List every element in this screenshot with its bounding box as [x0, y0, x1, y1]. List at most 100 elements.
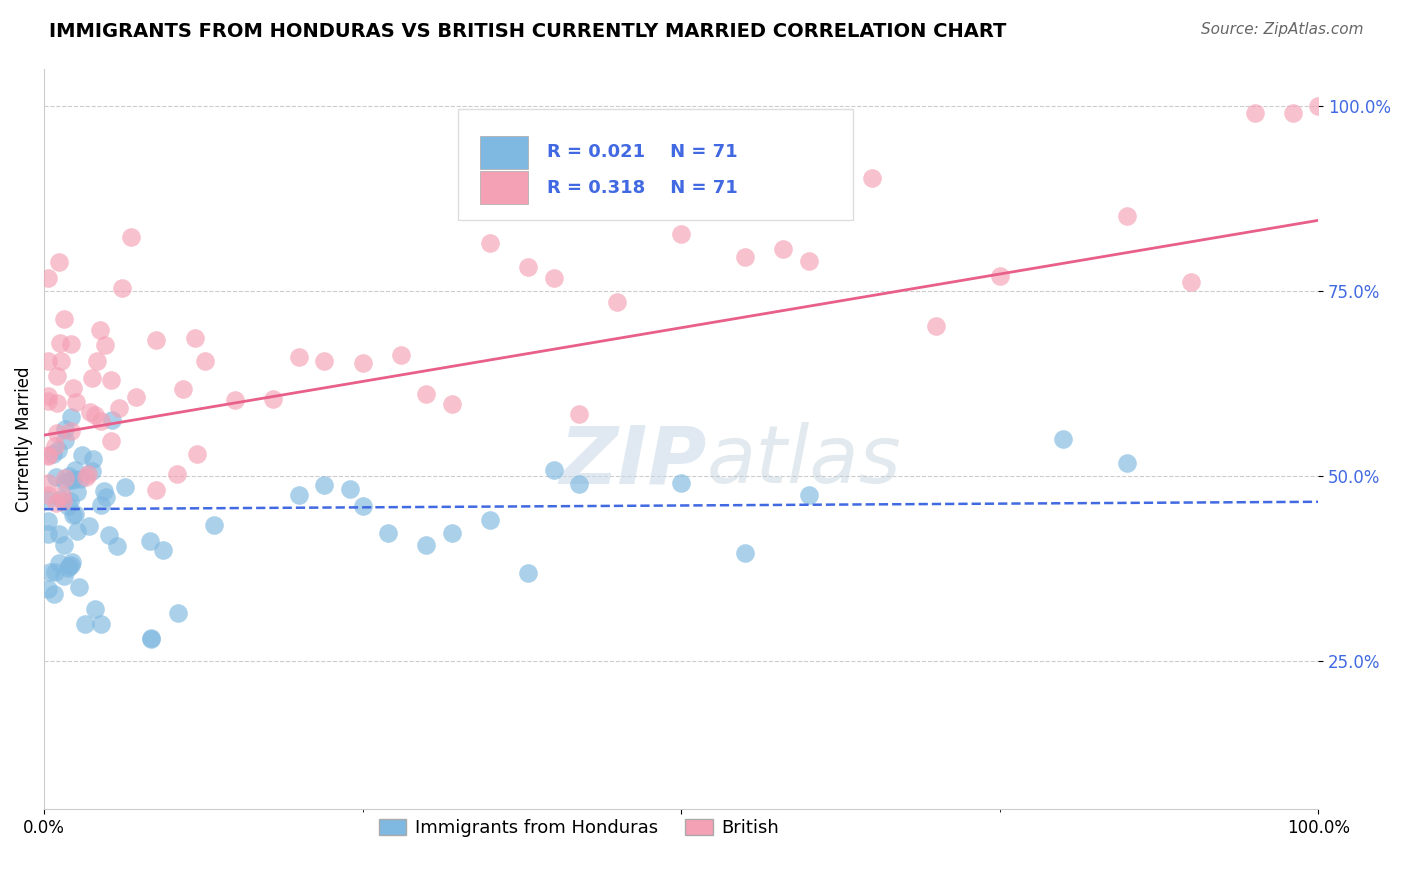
Point — [440, 525, 463, 540]
Point — [37, 353, 59, 368]
Point — [58, 468, 80, 483]
Point — [202, 518, 225, 533]
Point — [60, 409, 83, 424]
Point — [53, 538, 76, 552]
Point — [48, 526, 70, 541]
Point — [59, 494, 82, 508]
Text: Source: ZipAtlas.com: Source: ZipAtlas.com — [1201, 22, 1364, 37]
Point — [44, 587, 66, 601]
Point — [89, 323, 111, 337]
Point — [669, 475, 692, 490]
Point — [75, 470, 97, 484]
Point — [186, 447, 208, 461]
Text: R = 0.021    N = 71: R = 0.021 N = 71 — [547, 144, 738, 161]
Point — [45, 496, 67, 510]
Point — [37, 394, 59, 409]
Point — [83, 408, 105, 422]
Point — [80, 371, 103, 385]
Point — [440, 397, 463, 411]
Point — [479, 236, 502, 251]
Point — [39, 565, 62, 579]
Point — [63, 472, 86, 486]
Point — [51, 353, 73, 368]
FancyBboxPatch shape — [458, 109, 853, 220]
Point — [145, 483, 167, 497]
Point — [49, 335, 72, 350]
Point — [314, 477, 336, 491]
Point — [166, 467, 188, 481]
Point — [111, 281, 134, 295]
Point — [415, 387, 437, 401]
Point — [606, 295, 628, 310]
Point — [1281, 106, 1303, 120]
Point — [797, 488, 820, 502]
Point — [48, 557, 70, 571]
Point — [46, 443, 69, 458]
Point — [37, 515, 59, 529]
Point — [669, 227, 692, 242]
Text: R = 0.318    N = 71: R = 0.318 N = 71 — [547, 178, 738, 196]
Point — [772, 243, 794, 257]
Point — [90, 617, 112, 632]
Point — [69, 472, 91, 486]
Point — [1308, 98, 1330, 112]
Point — [70, 449, 93, 463]
Point — [37, 526, 59, 541]
Point — [37, 388, 59, 402]
Point — [543, 463, 565, 477]
Point — [1243, 106, 1265, 120]
Point — [37, 582, 59, 597]
Point — [46, 396, 69, 410]
Point — [48, 255, 70, 269]
Point — [83, 602, 105, 616]
Point — [145, 334, 167, 348]
Point — [62, 508, 84, 522]
Point — [73, 617, 96, 632]
Point — [90, 499, 112, 513]
Point — [152, 543, 174, 558]
Point — [183, 331, 205, 345]
Point — [79, 405, 101, 419]
Point — [389, 348, 412, 362]
Point — [114, 480, 136, 494]
Point — [49, 492, 72, 507]
Text: atlas: atlas — [707, 422, 901, 500]
Point — [62, 381, 84, 395]
Point — [100, 373, 122, 387]
Point — [377, 525, 399, 540]
Point — [314, 354, 336, 368]
Point — [108, 401, 131, 415]
Point — [1116, 456, 1139, 470]
Point — [193, 354, 215, 368]
Point — [93, 483, 115, 498]
Point — [45, 369, 67, 384]
Point — [1052, 432, 1074, 446]
Point — [288, 488, 311, 502]
Point — [60, 473, 83, 487]
Point — [58, 558, 80, 573]
FancyBboxPatch shape — [479, 136, 529, 169]
Point — [90, 414, 112, 428]
Point — [734, 250, 756, 264]
Point — [988, 268, 1011, 283]
Point — [172, 382, 194, 396]
Point — [56, 499, 79, 513]
Point — [517, 566, 540, 580]
Text: ZIP: ZIP — [560, 422, 707, 500]
Point — [60, 555, 83, 569]
Point — [352, 356, 374, 370]
Point — [53, 433, 76, 447]
Point — [94, 338, 117, 352]
Point — [37, 488, 59, 502]
Point — [45, 469, 67, 483]
Point — [517, 260, 540, 275]
Point — [1180, 275, 1202, 289]
Point — [37, 491, 59, 506]
Point — [66, 485, 89, 500]
Point — [77, 467, 100, 481]
Point — [42, 446, 65, 460]
Point — [100, 434, 122, 449]
Point — [415, 538, 437, 552]
Point — [125, 390, 148, 404]
Point — [53, 471, 76, 485]
